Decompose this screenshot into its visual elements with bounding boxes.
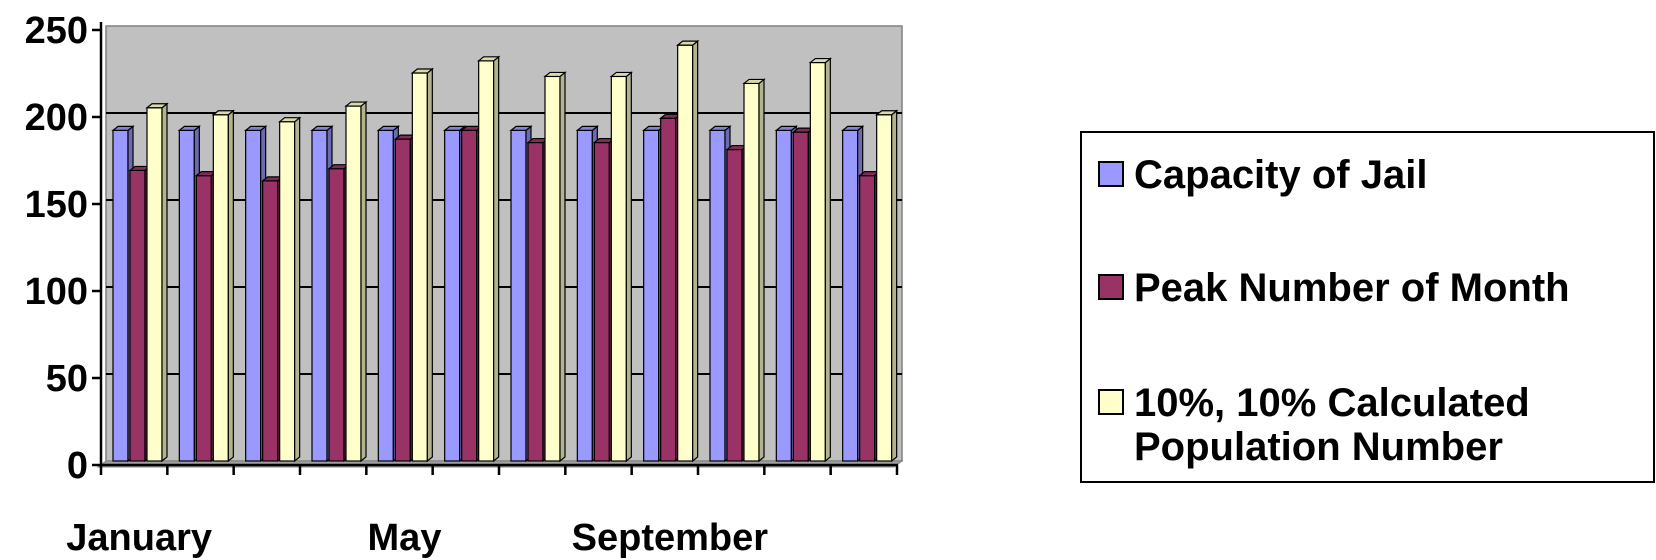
y-tick-label: 150 [25,184,88,226]
bar-front [793,132,808,461]
bar-front [130,170,145,461]
bar-front [213,115,228,461]
bar [147,104,167,461]
legend: Capacity of Jail Peak Number of Month 10… [1080,131,1655,483]
bar [877,111,897,461]
bar-front [710,130,725,461]
bar-front [661,118,676,461]
bar [545,72,565,461]
bar-front [147,108,162,461]
legend-item-peak: Peak Number of Month [1098,266,1570,310]
bar-front [479,61,494,461]
bar-front [810,63,825,461]
bar-side [892,111,897,461]
bar-front [445,130,460,461]
bar [479,57,499,461]
bar-side [162,104,167,461]
bar-side [228,111,233,461]
bar-side [626,72,631,461]
bar-front [594,143,609,461]
bar-front [412,73,427,461]
legend-swatch-capacity [1098,161,1124,187]
legend-swatch-calculated [1098,389,1124,415]
y-tick-label: 50 [46,358,88,400]
bar-front [113,130,128,461]
bar-front [246,130,261,461]
legend-label-calculated: 10%, 10% Calculated Population Number [1134,381,1530,469]
bar-front [744,83,759,461]
legend-item-calculated: 10%, 10% Calculated Population Number [1098,381,1530,469]
bar-front [511,130,526,461]
bar-front [179,130,194,461]
y-tick-label: 250 [25,10,88,52]
legend-label-peak: Peak Number of Month [1134,266,1570,310]
bar-front [860,176,875,461]
bar-front [263,181,278,461]
bar [346,102,366,461]
bar-front [644,130,659,461]
bar-front [727,150,742,461]
bar-front [577,130,592,461]
legend-item-capacity: Capacity of Jail [1098,153,1427,197]
bar-front [528,143,543,461]
x-tick-label: May [368,517,442,559]
bar [744,79,764,461]
bar-front [312,130,327,461]
bar-front [329,169,344,461]
bar-front [395,139,410,461]
bar-front [280,122,295,461]
bar-side [494,57,499,461]
bar [412,69,432,461]
bar-side [295,118,300,461]
bar-front [378,130,393,461]
bar [611,72,631,461]
x-tick-labels: January May September [66,517,768,559]
y-tick-label: 200 [25,97,88,139]
bar [678,41,698,461]
bar-front [196,176,211,461]
x-tick-label: September [572,517,769,559]
legend-label-capacity: Capacity of Jail [1134,153,1427,197]
bar-front [877,115,892,461]
bar-front [776,130,791,461]
bar-front [678,45,693,461]
bar-front [545,76,560,461]
bar-side [825,59,830,461]
bar-front [346,106,361,461]
bar-front [843,130,858,461]
bar-front [462,130,477,461]
legend-swatch-peak [1098,274,1124,300]
bar-side [427,69,432,461]
bar-side [560,72,565,461]
bar-front [611,76,626,461]
bar-side [693,41,698,461]
y-tick-label: 100 [25,271,88,313]
bar [810,59,830,461]
bar [280,118,300,461]
y-tick-labels: 0 50 100 150 200 250 [25,10,88,487]
y-tick-label: 0 [67,445,88,487]
bar-side [361,102,366,461]
x-tick-label: January [66,517,212,559]
bar [213,111,233,461]
bar-side [759,79,764,461]
